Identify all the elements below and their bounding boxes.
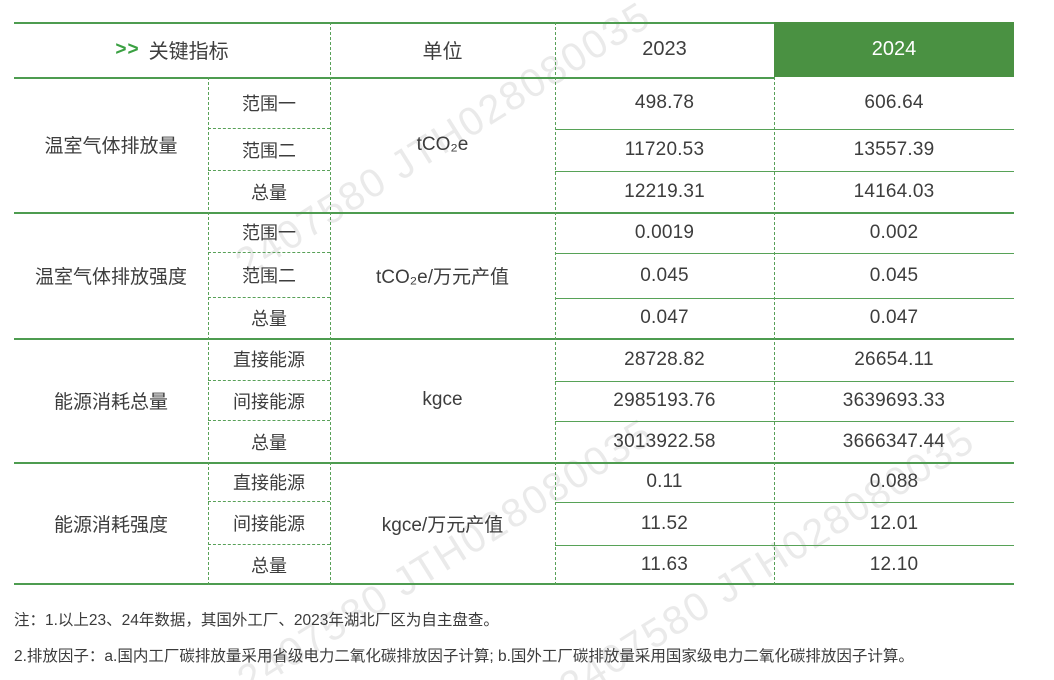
sub-label: 范围二 — [208, 129, 330, 171]
footnote-1: 注：1.以上23、24年数据，其国外工厂、2023年湖北厂区为自主盘查。 — [14, 612, 499, 629]
row-divider — [555, 545, 1014, 546]
sub-label: 范围一 — [208, 212, 330, 253]
value-2024: 0.002 — [869, 221, 919, 243]
header-divider — [14, 77, 774, 79]
header-indicator: >> 关键指标 — [14, 22, 330, 77]
group-divider — [14, 338, 1014, 340]
header-year-2024: 2024 — [774, 22, 1014, 77]
value-2024: 3666347.44 — [842, 430, 946, 452]
value-2024: 606.64 — [864, 92, 924, 113]
value-2023: 0.0019 — [634, 221, 695, 243]
sub-label: 范围二 — [208, 253, 330, 298]
value-2023: 12219.31 — [624, 180, 705, 202]
sub-label: 直接能源 — [208, 338, 330, 381]
unit-cell: tCO₂e — [416, 133, 469, 155]
column-divider — [208, 77, 209, 585]
group-label: 能源消耗总量 — [53, 391, 168, 413]
footnote-2: 2.排放因子：a.国内工厂碳排放量采用省级电力二氧化碳排放因子计算; b.国外工… — [14, 648, 914, 665]
column-divider — [774, 77, 775, 585]
value-2023: 28728.82 — [624, 348, 705, 370]
unit-cell: kgce/万元产值 — [381, 515, 504, 536]
row-divider — [555, 298, 1014, 299]
footnotes: 注：1.以上23、24年数据，其国外工厂、2023年湖北厂区为自主盘查。 2.排… — [14, 603, 914, 675]
group-label: 温室气体排放量 — [44, 136, 178, 157]
value-2024: 0.047 — [869, 307, 919, 328]
table-top-border — [14, 22, 774, 24]
sub-label: 总量 — [251, 182, 287, 203]
unit-cell: tCO₂e/万元产值 — [375, 266, 509, 288]
sub-label: 直接能源 — [208, 462, 330, 502]
header-year-2023: 2023 — [642, 38, 687, 60]
value-2023: 0.11 — [646, 471, 683, 492]
sub-label: 范围一 — [208, 77, 330, 129]
value-2023: 0.045 — [640, 264, 689, 286]
kpi-table: >> 关键指标 单位 2023 2024 温室气体排放量 范围一 范围二 总量 … — [14, 22, 1014, 585]
header-indicator-label: 关键指标 — [148, 41, 229, 63]
column-divider — [330, 22, 331, 585]
value-2024: 0.045 — [869, 264, 919, 286]
row-divider — [555, 129, 1014, 130]
group-divider — [14, 462, 1014, 464]
row-divider — [555, 421, 1014, 422]
value-2023: 498.78 — [634, 92, 695, 113]
row-divider — [555, 502, 1014, 503]
unit-cell: kgce — [422, 389, 463, 410]
value-2023: 3013922.58 — [613, 430, 716, 452]
header-unit: 单位 — [422, 41, 463, 63]
value-2024: 26654.11 — [854, 348, 934, 370]
value-2023: 0.047 — [640, 307, 689, 328]
row-divider — [555, 171, 1014, 172]
group-label: 温室气体排放强度 — [34, 266, 187, 288]
value-2024: 13557.39 — [853, 139, 935, 160]
value-2024: 3639693.33 — [842, 390, 946, 411]
value-2024: 14164.03 — [853, 180, 935, 202]
sub-label: 总量 — [251, 556, 287, 576]
sub-label: 总量 — [251, 309, 287, 329]
value-2024: 0.088 — [869, 471, 919, 492]
value-2023: 2985193.76 — [613, 390, 716, 411]
value-2024: 12.01 — [869, 512, 919, 534]
double-chevron-icon: >> — [115, 38, 140, 60]
sub-label: 间接能源 — [208, 381, 330, 421]
group-divider — [14, 212, 1014, 214]
column-divider — [555, 22, 556, 585]
row-divider — [555, 253, 1014, 254]
value-2023: 11.52 — [640, 512, 689, 534]
row-divider — [555, 381, 1014, 382]
group-label: 能源消耗强度 — [53, 515, 168, 536]
table-bottom-border — [14, 583, 1014, 585]
value-2023: 11720.53 — [624, 139, 705, 160]
value-2024: 12.10 — [869, 554, 919, 575]
sub-label: 间接能源 — [208, 502, 330, 545]
value-2023: 11.63 — [640, 554, 689, 575]
sub-label: 总量 — [251, 432, 287, 453]
